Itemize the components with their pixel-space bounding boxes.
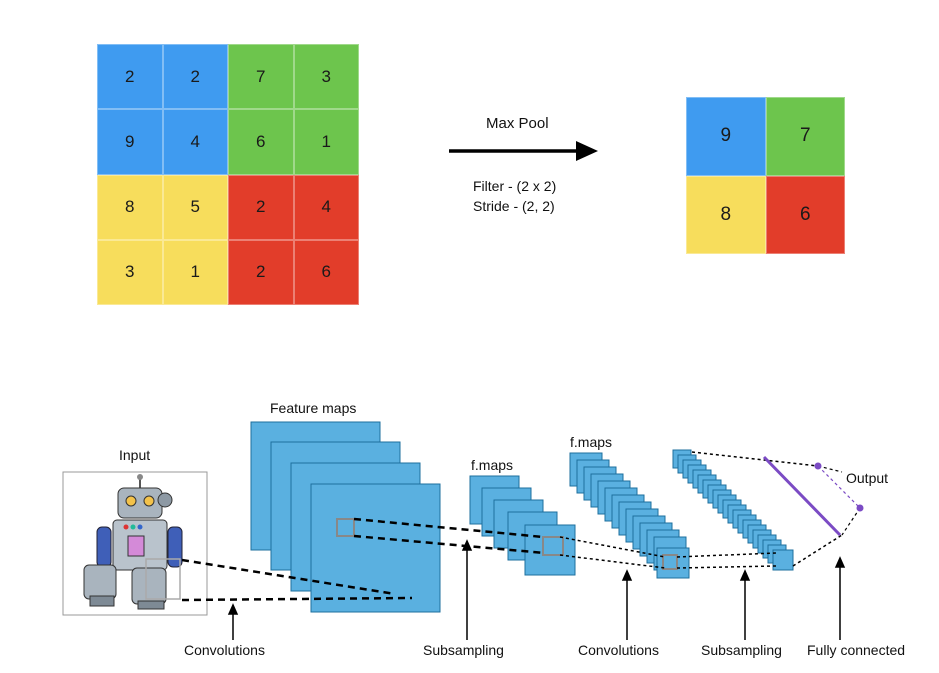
- max-pool-arrow: [449, 141, 598, 161]
- input-label: Input: [119, 447, 151, 463]
- fmaps-stack-2: [569, 452, 690, 579]
- filter-size-label: Filter - (2 x 2): [473, 178, 557, 194]
- subsampling1-projection-lines: [353, 517, 546, 555]
- input-matrix-cell: 9: [97, 109, 163, 175]
- input-matrix-cell: 2: [228, 239, 294, 305]
- stage-label-fully-connected: Fully connected: [807, 642, 906, 658]
- output-label: Output: [846, 470, 889, 486]
- stage-label-convolutions-2: Convolutions: [578, 642, 659, 658]
- input-matrix-cell: 3: [293, 44, 359, 110]
- subsampled-stack: [672, 449, 794, 571]
- input-matrix-cell: 2: [162, 44, 228, 110]
- fmaps-label-2: f.maps: [570, 434, 613, 450]
- pooled-output-cell: 7: [765, 97, 845, 176]
- subsampling2-projection-lines: [676, 451, 843, 569]
- input-matrix-cell: 2: [228, 174, 294, 240]
- input-image: [62, 471, 208, 616]
- stage-label-convolutions-1: Convolutions: [184, 642, 265, 658]
- fmaps-label-1: f.maps: [471, 457, 514, 473]
- input-matrix-cell: 7: [228, 44, 294, 110]
- input-matrix-cell: 6: [228, 109, 294, 175]
- input-matrix-cell: 3: [97, 239, 163, 305]
- input-matrix-cell: 8: [97, 174, 163, 240]
- output-node-2: [856, 504, 864, 512]
- pooled-output-cell: 9: [686, 97, 766, 176]
- stage-arrows: [227, 539, 846, 640]
- input-matrix-cell: 4: [162, 109, 228, 175]
- pooled-output-cell: 6: [765, 175, 845, 254]
- input-matrix-cell: 1: [293, 109, 359, 175]
- fully-connected-layer: [762, 455, 864, 537]
- input-matrix-cell: 6: [293, 239, 359, 305]
- feature-maps-stack: [250, 421, 441, 613]
- robot-illustration: [83, 474, 183, 610]
- conv1-projection-lines: [181, 558, 413, 602]
- stage-label-subsampling-2: Subsampling: [701, 642, 782, 658]
- feature-maps-label: Feature maps: [270, 400, 357, 416]
- output-node-1: [814, 462, 822, 470]
- input-matrix-cell: 5: [162, 174, 228, 240]
- input-matrix-cell: 4: [293, 174, 359, 240]
- max-pool-label: Max Pool: [486, 115, 549, 132]
- input-matrix-cell: 1: [162, 239, 228, 305]
- stride-label: Stride - (2, 2): [473, 198, 555, 214]
- pooled-output-cell: 8: [686, 175, 766, 254]
- stage-label-subsampling-1: Subsampling: [423, 642, 504, 658]
- input-matrix-cell: 2: [97, 44, 163, 110]
- fmaps-stack-1: [469, 475, 576, 576]
